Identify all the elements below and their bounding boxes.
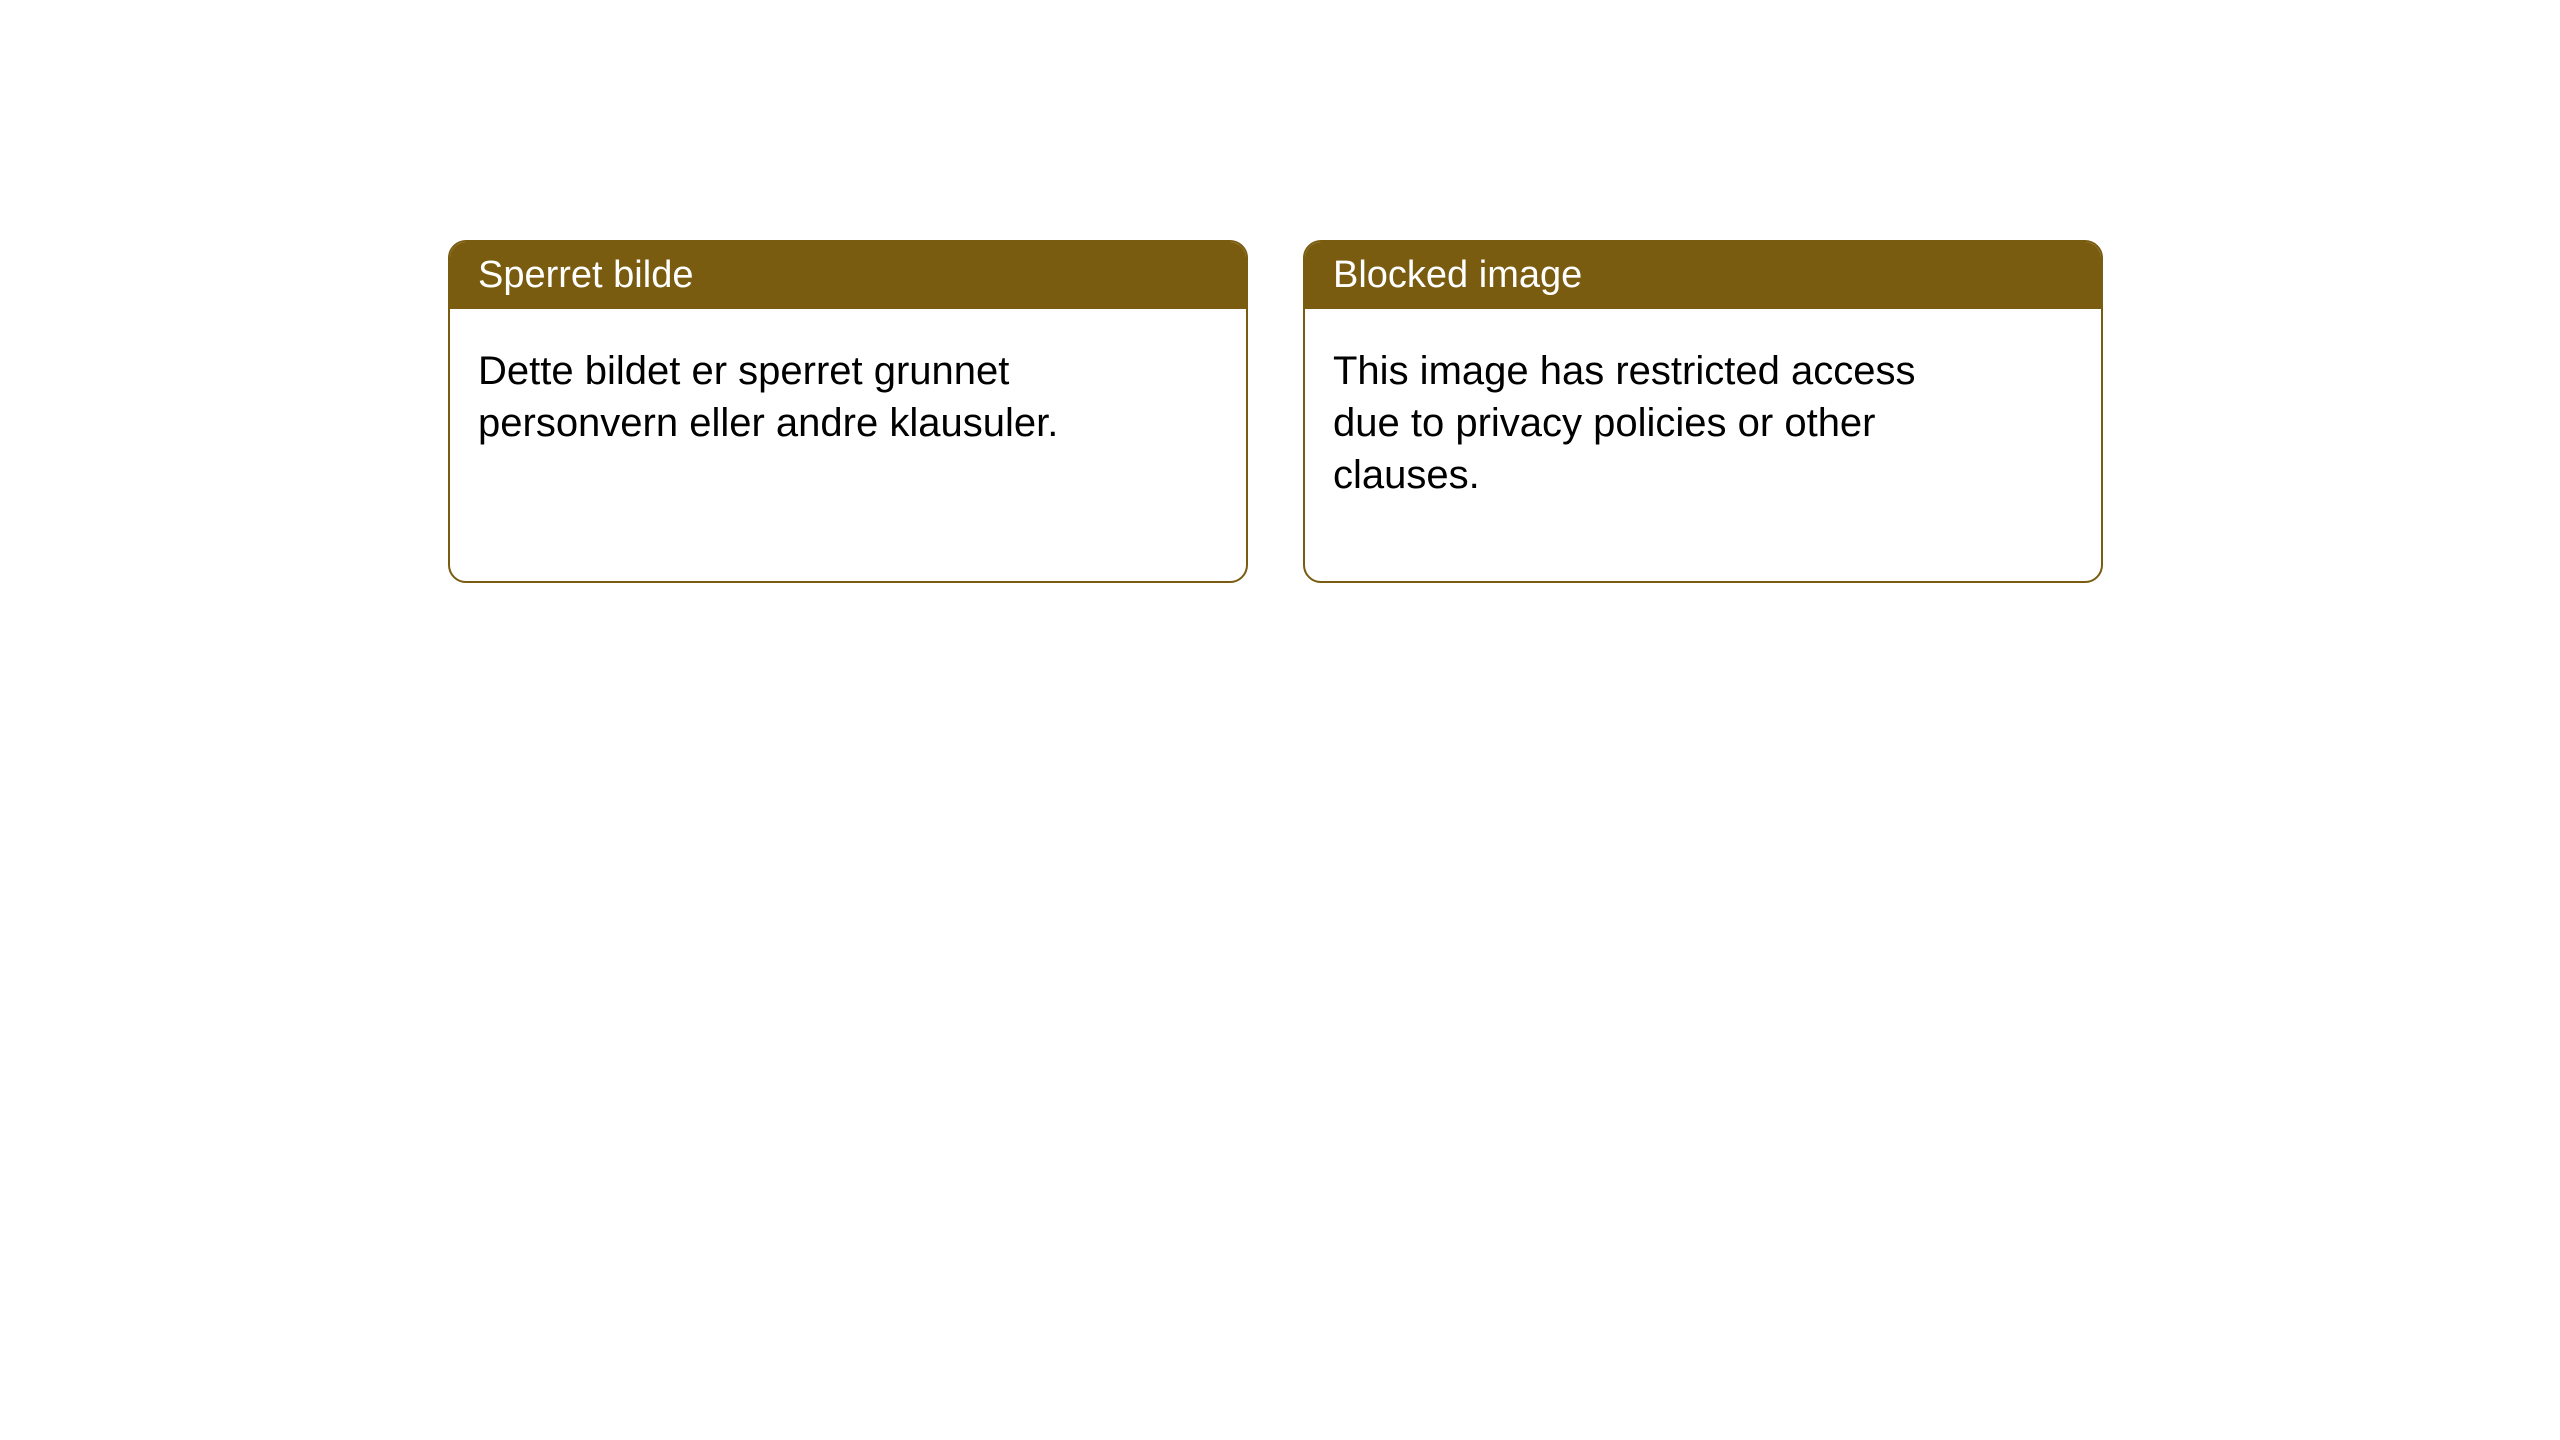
card-title: Sperret bilde <box>450 242 1246 309</box>
card-body: Dette bildet er sperret grunnet personve… <box>450 309 1130 529</box>
notice-container: Sperret bilde Dette bildet er sperret gr… <box>0 0 2560 583</box>
card-body: This image has restricted access due to … <box>1305 309 1985 581</box>
notice-card-norwegian: Sperret bilde Dette bildet er sperret gr… <box>448 240 1248 583</box>
notice-card-english: Blocked image This image has restricted … <box>1303 240 2103 583</box>
card-title: Blocked image <box>1305 242 2101 309</box>
